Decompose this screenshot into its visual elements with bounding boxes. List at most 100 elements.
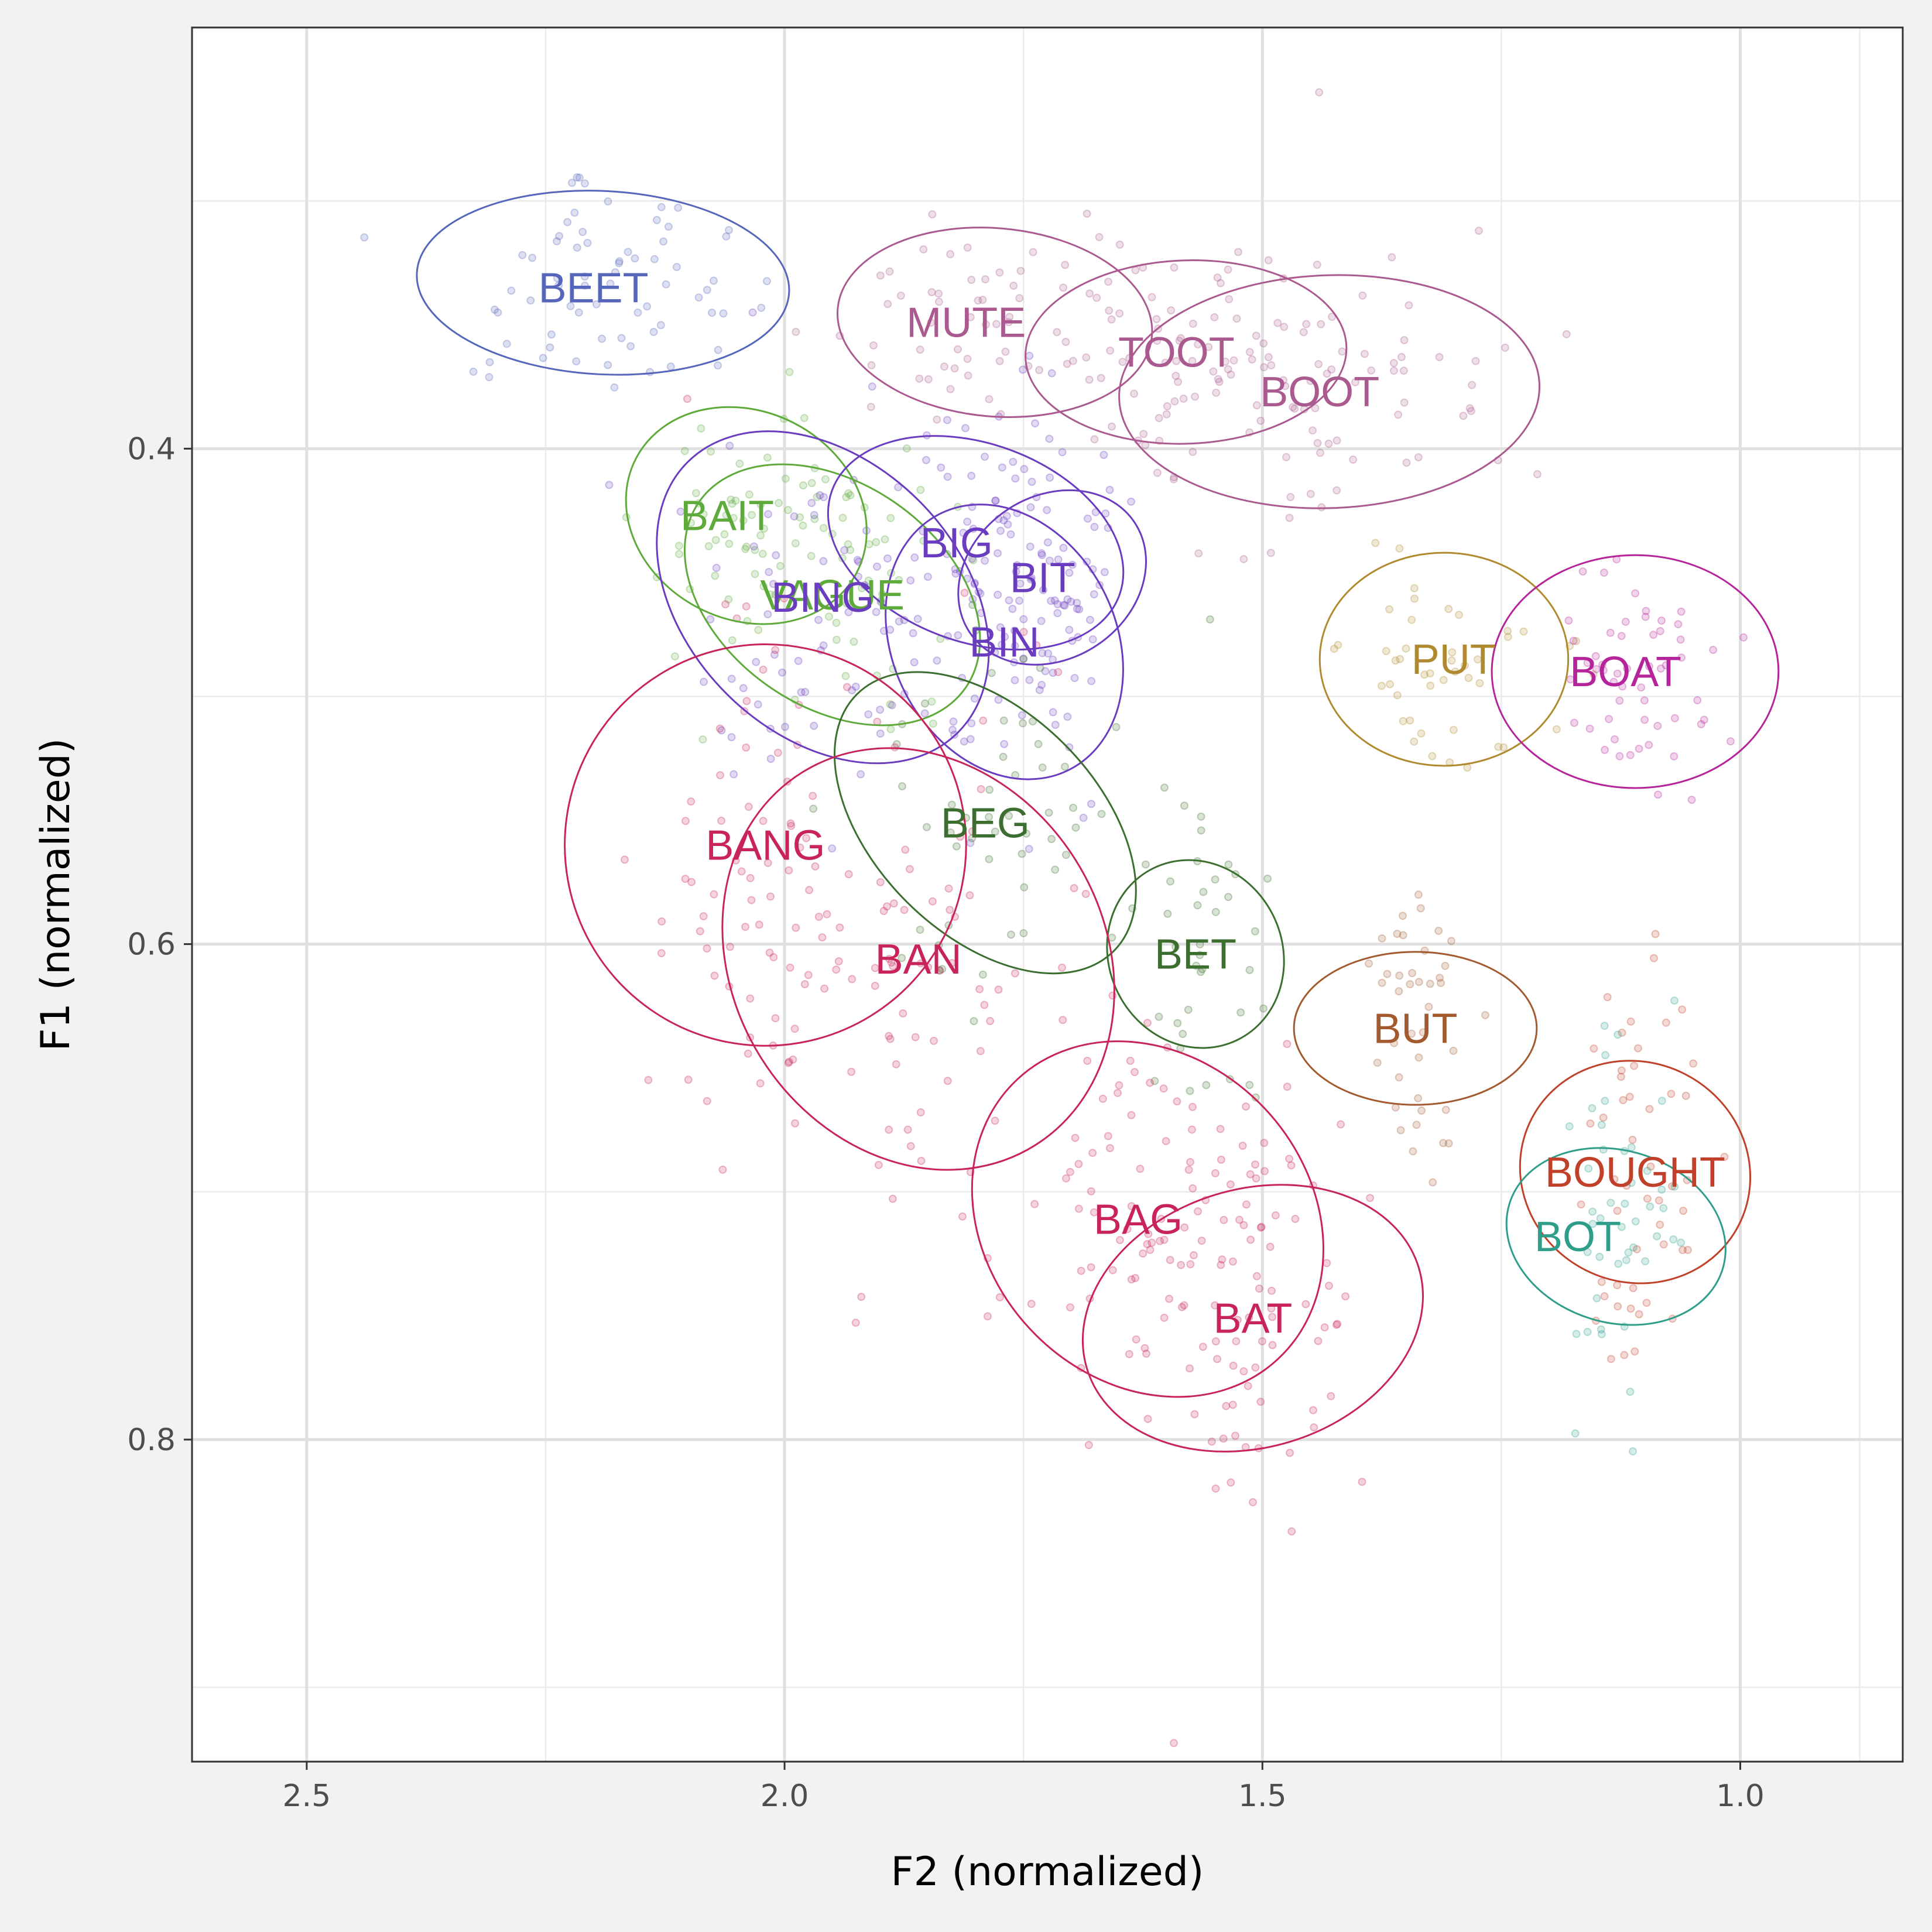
- point-bait: [704, 542, 713, 550]
- point-put: [1334, 640, 1342, 649]
- point-bang: [684, 1075, 693, 1084]
- point-mute: [934, 297, 943, 306]
- point-bang: [809, 792, 817, 800]
- label-bought: BOUGHT: [1545, 1149, 1725, 1196]
- point-vague: [841, 672, 850, 680]
- point-bot: [1601, 1051, 1610, 1060]
- point-beet: [722, 232, 731, 241]
- point-bat: [1238, 1142, 1247, 1150]
- point-ban: [763, 858, 772, 867]
- point-mute: [1004, 318, 1013, 327]
- point-bin: [991, 496, 1000, 505]
- point-big: [968, 554, 977, 563]
- point-beet: [598, 334, 607, 343]
- point-boot: [1214, 375, 1222, 383]
- point-beet: [485, 373, 494, 382]
- point-put: [1494, 742, 1503, 751]
- point-vague: [878, 590, 886, 598]
- point-bat: [1268, 1313, 1277, 1321]
- point-mute: [869, 341, 878, 350]
- point-beet: [666, 362, 675, 371]
- point-put: [1455, 611, 1464, 619]
- point-bait: [785, 368, 794, 376]
- point-bat: [1320, 1323, 1329, 1332]
- point-bang: [744, 1049, 752, 1058]
- point-mute: [1059, 283, 1068, 292]
- point-boat: [1626, 751, 1635, 759]
- point-but: [1426, 979, 1434, 988]
- point-beg: [991, 827, 999, 836]
- point-bet: [1251, 927, 1259, 936]
- point-toot: [1225, 295, 1234, 304]
- point-bang: [796, 843, 804, 852]
- point-boot: [1290, 404, 1299, 413]
- point-bait: [800, 414, 809, 423]
- point-ban: [879, 907, 888, 916]
- point-boat: [1591, 652, 1600, 660]
- points-toot: [1061, 88, 1403, 450]
- point-boot: [1389, 366, 1398, 375]
- point-bag: [1087, 1263, 1095, 1272]
- point-beet: [714, 345, 722, 354]
- point-beet: [553, 273, 561, 282]
- point-bot: [1629, 1243, 1638, 1252]
- point-bing: [706, 615, 715, 624]
- point-bit: [1075, 605, 1084, 614]
- point-bang: [721, 600, 730, 609]
- label-but: BUT: [1373, 1005, 1457, 1052]
- point-vague: [849, 638, 858, 646]
- point-bet: [1197, 812, 1205, 821]
- point-bait: [783, 506, 792, 515]
- point-bait: [722, 511, 731, 520]
- point-big: [967, 471, 976, 480]
- point-bing: [700, 677, 708, 686]
- point-bought: [1613, 1207, 1622, 1215]
- point-but: [1399, 931, 1407, 940]
- point-beet: [592, 300, 601, 309]
- point-boot: [1285, 513, 1294, 522]
- x-tick-label-0: 2.5: [283, 1779, 331, 1814]
- point-mute: [1001, 347, 1010, 356]
- point-bought: [1683, 1246, 1692, 1255]
- point-big: [1009, 457, 1018, 466]
- point-bing: [851, 682, 860, 691]
- point-toot: [1227, 370, 1235, 379]
- point-bought: [1629, 1284, 1638, 1293]
- point-toot: [1259, 363, 1268, 372]
- point-bot: [1597, 1330, 1606, 1338]
- point-bag: [1131, 1068, 1139, 1077]
- point-bit: [1059, 601, 1068, 609]
- point-bag: [1087, 1187, 1095, 1195]
- point-bat: [1332, 1320, 1341, 1329]
- point-beg: [1022, 829, 1031, 838]
- point-bing: [810, 721, 818, 730]
- point-bet: [1224, 860, 1233, 869]
- point-beet: [652, 215, 661, 224]
- point-bin: [1046, 473, 1054, 482]
- point-boat: [1653, 721, 1662, 730]
- point-put: [1407, 615, 1416, 624]
- point-vague: [832, 635, 841, 644]
- point-bit: [1012, 567, 1020, 576]
- point-bat: [1310, 1423, 1318, 1432]
- point-beg: [946, 828, 955, 837]
- point-mute: [924, 375, 933, 383]
- point-toot: [1194, 340, 1203, 349]
- point-bat: [1358, 1478, 1366, 1486]
- point-bat: [1268, 1286, 1276, 1295]
- point-mute: [985, 395, 994, 403]
- point-bag: [1159, 1084, 1168, 1093]
- point-ban: [928, 897, 937, 906]
- point-big: [1019, 365, 1027, 374]
- point-bot: [1583, 1328, 1592, 1337]
- point-bag: [1098, 1094, 1107, 1103]
- point-bot: [1657, 1097, 1666, 1105]
- point-beg: [985, 855, 994, 864]
- point-big: [1025, 351, 1034, 360]
- point-bing: [769, 580, 777, 588]
- point-bang: [737, 867, 746, 876]
- point-bat: [1333, 1320, 1342, 1328]
- point-put: [1396, 655, 1405, 663]
- point-beg: [1069, 803, 1078, 812]
- point-bait: [838, 513, 847, 522]
